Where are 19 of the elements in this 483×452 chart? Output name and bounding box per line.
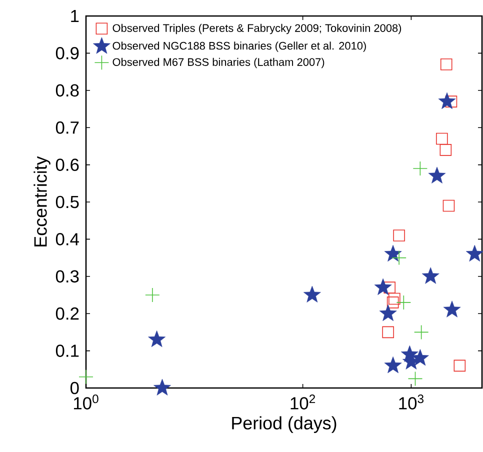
legend-label: Observed NGC188 BSS binaries (Geller et al. 2010) <box>112 42 366 52</box>
legend-label: Observed Triples (Perets & Fabrycky 2009; Tokovinin 2008) <box>112 24 402 34</box>
y-tick-label: 0.8 <box>56 84 79 97</box>
y-tick-label: 0.3 <box>56 270 79 283</box>
y-tick-label: 0.5 <box>56 196 79 208</box>
y-tick-label: 0.4 <box>56 233 79 246</box>
x-tick-label: 10$^{3}$ <box>399 394 424 410</box>
y-tick-label: 0 <box>70 382 79 394</box>
y-tick-label: 0.2 <box>56 307 79 320</box>
y-axis-title: Eccentricity <box>34 156 50 246</box>
x-tick-label: 10$^{2}$ <box>290 394 316 410</box>
legend-label: Observed M67 BSS binaries (Latham 2007) <box>112 58 324 68</box>
y-tick-label: 0.9 <box>56 47 79 60</box>
y-tick-label: 1 <box>71 10 79 22</box>
x-tick-label: 10$^{0}$ <box>74 394 98 410</box>
y-tick-label: 0.7 <box>56 121 79 134</box>
x-axis-title: Period (days) <box>232 416 336 434</box>
y-tick-label: 0.6 <box>56 158 79 171</box>
y-tick-label: 0.1 <box>56 344 79 357</box>
